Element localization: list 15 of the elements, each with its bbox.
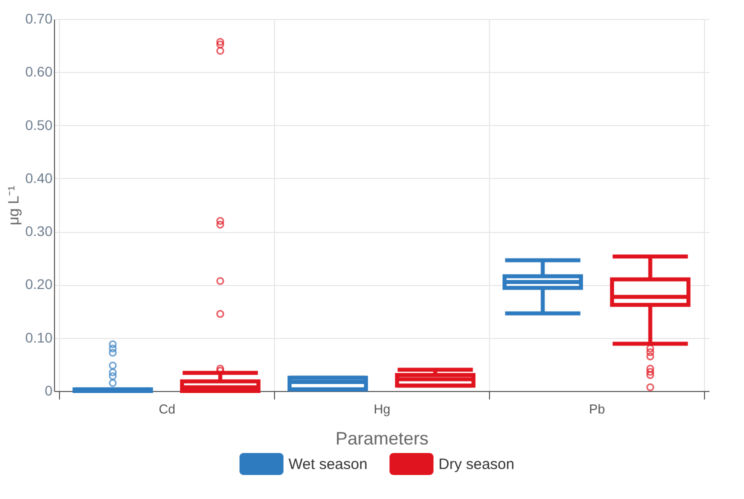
y-tick-label: 0.70 bbox=[25, 10, 53, 26]
x-tick-label: Cd bbox=[158, 402, 176, 416]
x-tick-label: Hg bbox=[374, 402, 390, 416]
y-tick-label: 0 bbox=[44, 382, 53, 398]
y-tick-label: 0.10 bbox=[25, 329, 53, 346]
x-axis-title: Parameters bbox=[335, 428, 429, 448]
y-tick-label: 0.20 bbox=[25, 276, 53, 292]
legend-label: Wet season bbox=[288, 456, 368, 473]
x-tick-label: Pb bbox=[589, 402, 605, 416]
y-axis-title: μg L⁻¹ bbox=[5, 186, 22, 226]
y-tick-label: 0.60 bbox=[25, 64, 53, 80]
legend-label: Dry season bbox=[438, 456, 514, 473]
y-tick-label: 0.50 bbox=[25, 116, 53, 133]
y-tick-label: 0.40 bbox=[25, 170, 53, 186]
y-tick-label: 0.30 bbox=[25, 223, 53, 240]
